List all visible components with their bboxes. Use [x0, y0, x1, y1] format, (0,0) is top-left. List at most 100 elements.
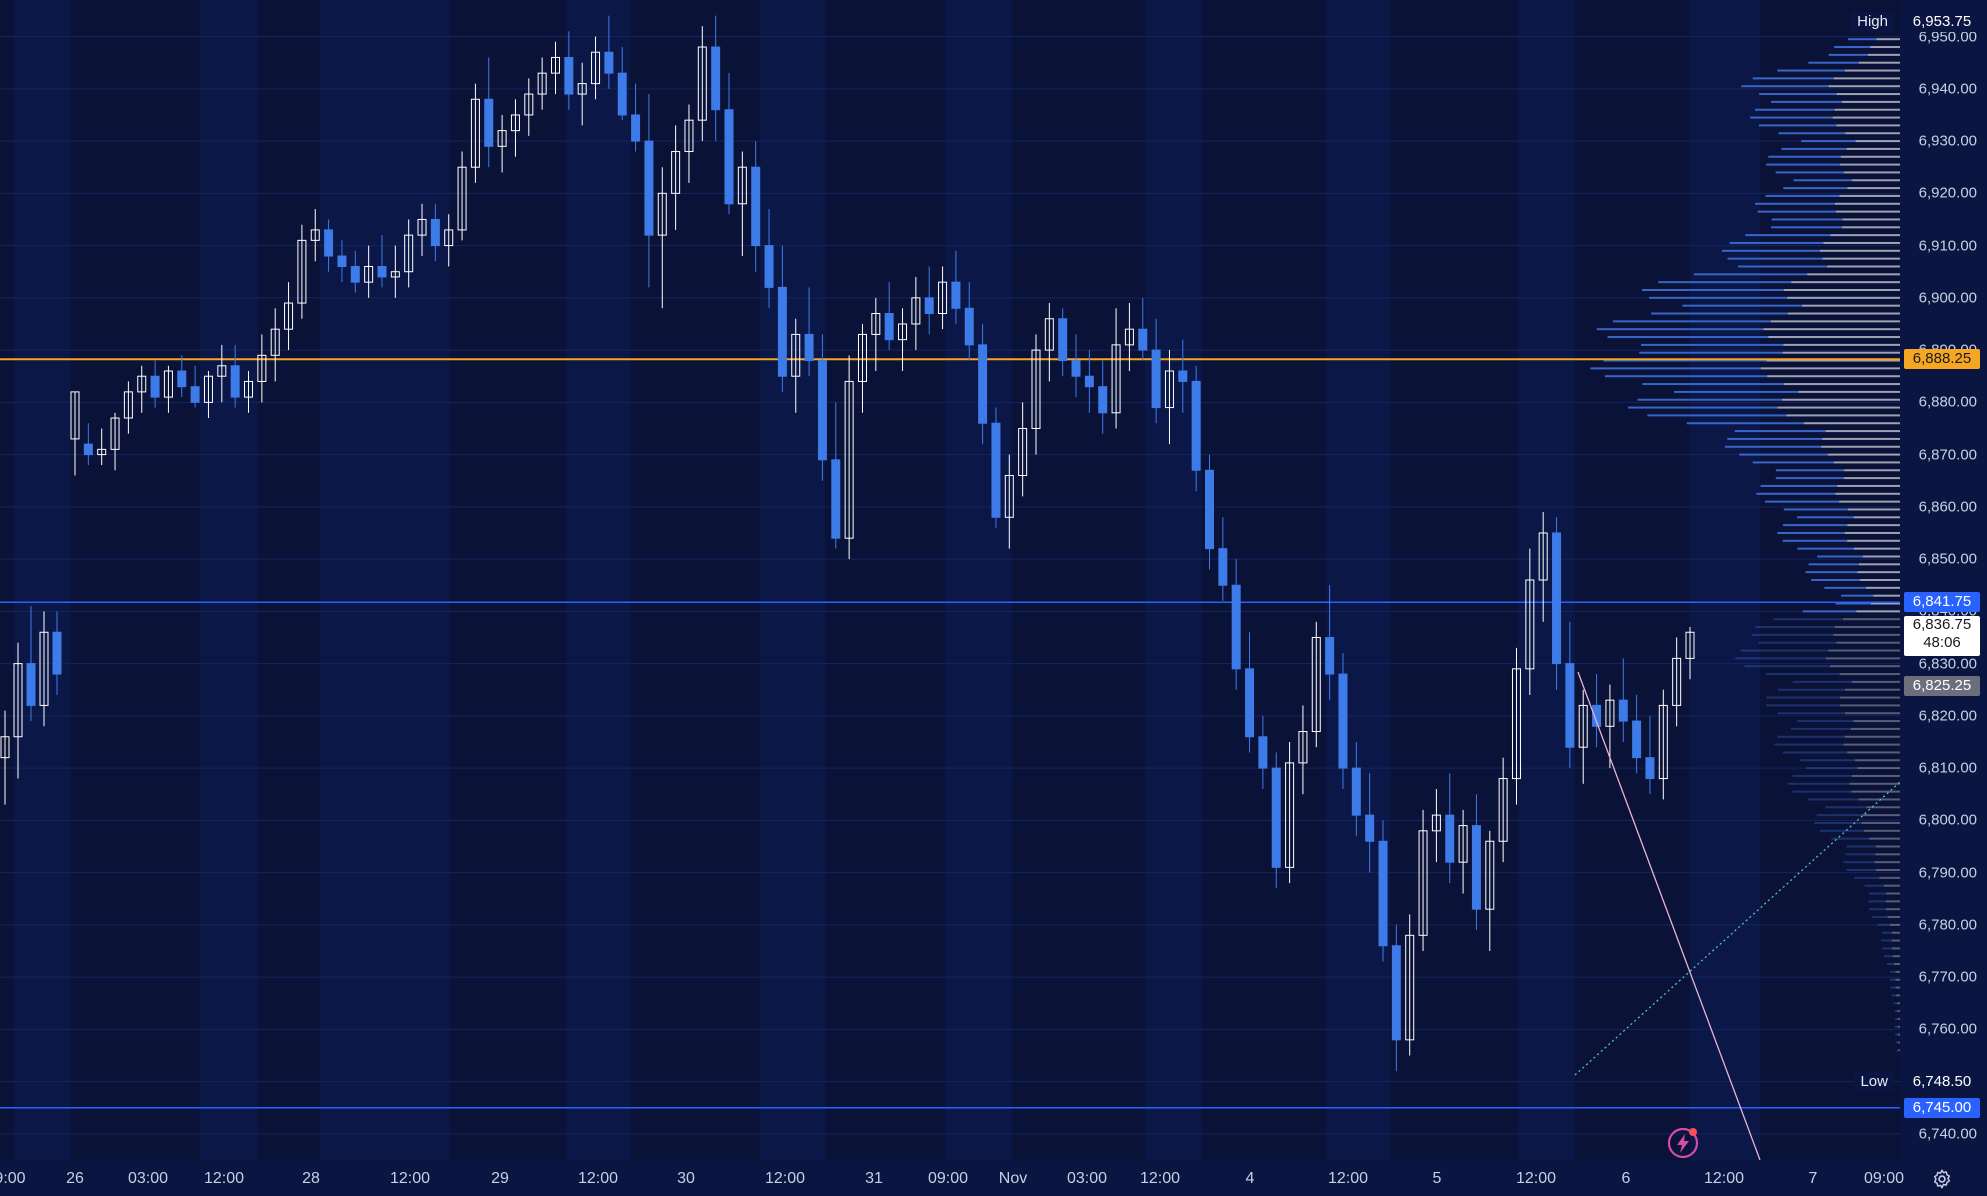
- volume-bar: [1759, 93, 1837, 96]
- volume-bar: [1768, 336, 1900, 339]
- volume-bar: [1790, 727, 1851, 730]
- volume-bar: [1758, 641, 1837, 644]
- volume-bar: [1651, 312, 1789, 315]
- price-tick-label: 6,830.00: [1918, 655, 1977, 673]
- chart-plot-area[interactable]: [0, 0, 1900, 1160]
- bar-countdown: 48:06: [1923, 634, 1961, 651]
- volume-bar: [1766, 163, 1840, 166]
- volume-bar: [1642, 383, 1785, 386]
- price-tick-label: 6,810.00: [1918, 759, 1977, 777]
- volume-bar: [1647, 414, 1787, 417]
- candle-body: [417, 218, 427, 236]
- session-band: [1012, 0, 1145, 1160]
- volume-bar: [1764, 500, 1840, 503]
- volume-bar: [1767, 375, 1900, 378]
- candle-body: [1565, 663, 1575, 748]
- candle-body: [1218, 548, 1228, 586]
- candle-body: [1685, 631, 1695, 659]
- candle-body: [1538, 532, 1548, 581]
- volume-bar: [1897, 1025, 1900, 1028]
- candle-body: [39, 631, 49, 706]
- candle-body: [871, 313, 881, 335]
- candle-body: [1658, 704, 1668, 780]
- volume-bar: [1890, 986, 1896, 989]
- volume-bar: [1783, 187, 1848, 190]
- candle-body: [564, 56, 574, 95]
- candle-body: [1485, 840, 1495, 910]
- candle-body: [97, 448, 107, 456]
- volume-bar: [1637, 398, 1782, 401]
- volume-bar: [1604, 375, 1768, 378]
- time-tick-label: 31: [865, 1170, 883, 1187]
- poc-price-label: 6,825.25: [1904, 676, 1980, 696]
- price-tick-label: 6,780.00: [1918, 916, 1977, 934]
- volume-bar: [1782, 539, 1848, 542]
- volume-bar: [1777, 69, 1845, 72]
- time-tick-label: 9:00: [0, 1170, 26, 1187]
- volume-bar: [1758, 124, 1837, 127]
- volume-bar: [1883, 955, 1893, 958]
- candle-body: [924, 297, 934, 315]
- current-price-value: 6,836.75: [1912, 616, 1972, 633]
- volume-bar: [1875, 853, 1900, 856]
- volume-bar: [1897, 1002, 1900, 1005]
- high-price-label: 6,953.75: [1904, 12, 1980, 32]
- volume-bar: [1895, 1041, 1899, 1044]
- candle-body: [1405, 934, 1415, 1041]
- volume-bar: [1866, 806, 1900, 809]
- gear-icon[interactable]: [1928, 1165, 1956, 1193]
- volume-bar: [1727, 437, 1823, 440]
- volume-bar: [1894, 963, 1900, 966]
- candle-body: [1271, 767, 1281, 868]
- price-scale[interactable]: 6,950.00 6,940.00 6,930.00 6,920.00 6,910.00…: [1900, 0, 1987, 1160]
- price-tick-label: 6,850.00: [1918, 550, 1977, 568]
- volume-bar: [1875, 869, 1900, 871]
- volume-bar: [1752, 77, 1834, 80]
- volume-bar: [1766, 704, 1840, 707]
- candle-body: [470, 98, 480, 168]
- time-scale[interactable]: 9:00 26 03:00 12:00 28 12:00 29 12:00 30 12:00 31 0…: [0, 1160, 1904, 1196]
- volume-bar: [1891, 947, 1900, 950]
- candle-body: [1511, 668, 1521, 780]
- candlestick-chart[interactable]: [0, 0, 1900, 1160]
- volume-bar: [1894, 1025, 1898, 1028]
- volume-bar: [1843, 618, 1900, 621]
- candle-body: [444, 229, 454, 247]
- volume-bar: [1851, 680, 1900, 683]
- candle-body: [911, 297, 921, 325]
- volume-bar: [1877, 923, 1890, 926]
- volume-bar: [1734, 430, 1826, 433]
- volume-bar: [1607, 336, 1769, 339]
- volume-bar: [1750, 116, 1833, 119]
- volume-bar: [1808, 563, 1859, 566]
- lightning-alert-icon[interactable]: [1666, 1126, 1700, 1160]
- volume-bar: [1693, 273, 1808, 276]
- volume-bar: [1834, 108, 1900, 111]
- high-price-value: 6,953.75: [1912, 13, 1972, 30]
- candle-body: [1351, 767, 1361, 816]
- candle-body: [1071, 360, 1081, 377]
- candle-body: [938, 281, 948, 315]
- volume-bar: [1847, 524, 1900, 527]
- candle-body: [377, 265, 387, 278]
- volume-bar: [1897, 1017, 1900, 1020]
- candle-body: [390, 271, 400, 278]
- volume-bar: [1642, 289, 1784, 291]
- candle-body: [497, 130, 507, 147]
- volume-bar: [1639, 351, 1783, 354]
- candle-body: [1098, 386, 1108, 414]
- volume-bar: [1822, 437, 1900, 440]
- price-tick-label: 6,800.00: [1918, 811, 1977, 829]
- session-band: [450, 0, 566, 1160]
- candle-body: [844, 380, 854, 539]
- session-band: [825, 0, 945, 1160]
- volume-bar: [1727, 257, 1823, 260]
- price-tick-label: 6,860.00: [1918, 498, 1977, 516]
- candle-body: [1592, 704, 1602, 727]
- candle-body: [1138, 328, 1148, 351]
- time-tick-label: 12:00: [1703, 1170, 1745, 1187]
- volume-bar: [1782, 524, 1848, 527]
- volume-bar: [1722, 249, 1820, 252]
- volume-bar: [1798, 390, 1900, 393]
- volume-bar: [1745, 234, 1831, 237]
